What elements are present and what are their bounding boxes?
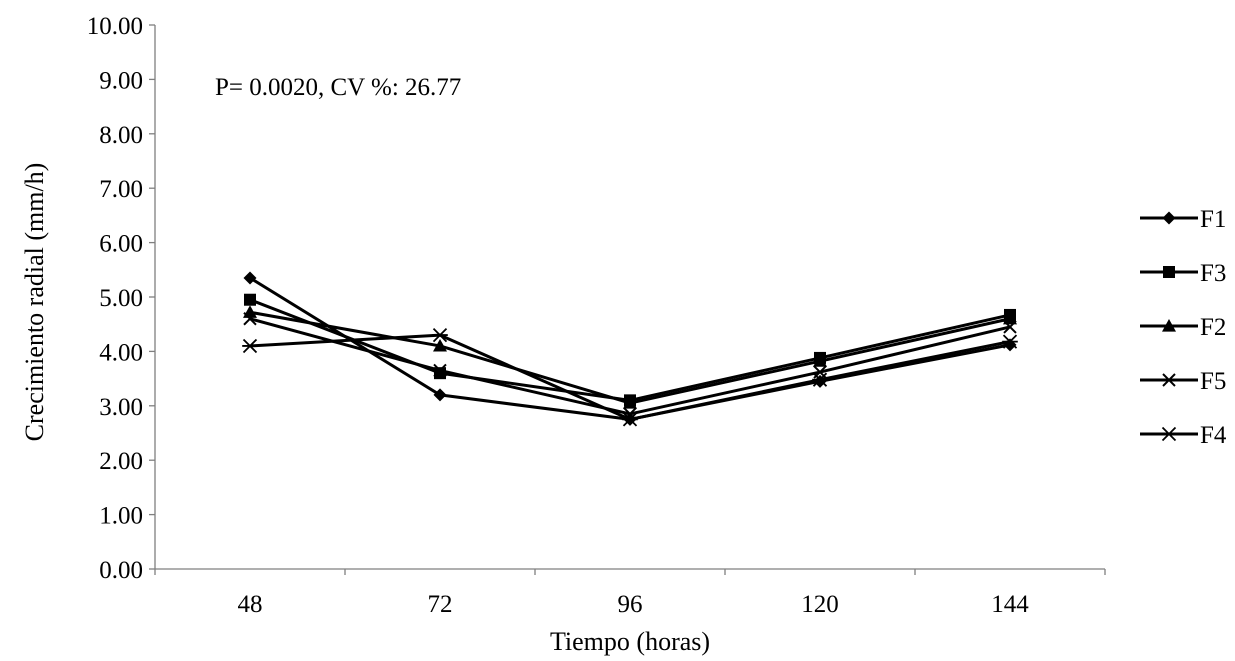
y-ticks: 0.00 1.00 2.00 3.00 4.00 5.00 6.00 7.00 8.00 9.00… <box>87 13 155 584</box>
data-point-asterisk <box>1002 334 1018 349</box>
data-point-asterisk <box>432 327 448 343</box>
x-tick-label: 96 <box>618 591 643 618</box>
data-point-asterisk <box>242 338 258 354</box>
data-point-asterisk <box>812 372 828 387</box>
x-axis-title: Tiempo (horas) <box>550 627 710 656</box>
data-point-triangle <box>813 354 827 367</box>
series-line <box>249 310 1011 405</box>
legend-marker-square <box>1163 266 1175 278</box>
y-tick-label: 2.00 <box>99 448 143 475</box>
legend-marker-triangle <box>1162 319 1176 332</box>
x-ticks: 48 72 96 120 144 <box>154 569 1106 618</box>
x-tick-label: 120 <box>801 591 839 618</box>
y-tick-label: 4.00 <box>99 339 143 366</box>
legend: F1 F3 F2 F5 F4 <box>1140 206 1227 449</box>
series-layer <box>242 271 1018 427</box>
legend-marker-x <box>1162 373 1176 387</box>
y-axis-title: Crecimiento radial (mm/h) <box>20 163 49 442</box>
legend-item-f3: F3 <box>1140 260 1226 287</box>
data-point-x <box>1003 320 1017 334</box>
legend-marker-asterisk <box>1161 426 1177 442</box>
data-point-square <box>244 293 256 306</box>
y-tick-label: 3.00 <box>99 394 143 421</box>
legend-label: F5 <box>1200 368 1226 395</box>
y-tick-label: 1.00 <box>99 503 143 530</box>
series-f2 <box>243 305 1017 409</box>
y-tick-label: 7.00 <box>99 176 143 203</box>
legend-label: F3 <box>1200 260 1226 287</box>
data-point-asterisk <box>622 412 638 427</box>
legend-item-f5: F5 <box>1140 368 1226 395</box>
series-f4 <box>242 327 1018 427</box>
legend-label: F2 <box>1200 314 1226 341</box>
axes <box>154 25 1105 570</box>
y-tick-label: 0.00 <box>99 557 143 584</box>
data-point-triangle <box>623 396 637 409</box>
legend-label: F4 <box>1200 422 1227 449</box>
data-point-diamond <box>433 388 447 402</box>
y-tick-label: 6.00 <box>99 231 143 258</box>
legend-item-f4: F4 <box>1140 422 1227 449</box>
y-tick-label: 9.00 <box>99 67 143 94</box>
y-tick-label: 8.00 <box>99 122 143 149</box>
data-point-triangle <box>433 338 447 352</box>
legend-item-f1: F1 <box>1140 206 1226 233</box>
legend-label: F1 <box>1200 206 1226 233</box>
data-point-diamond <box>1003 338 1017 352</box>
annotation-text: P= 0.0020, CV %: 26.77 <box>215 74 461 101</box>
x-tick-label: 144 <box>991 591 1029 618</box>
data-point-triangle <box>1003 311 1017 325</box>
y-tick-label: 10.00 <box>87 13 143 40</box>
legend-item-f2: F2 <box>1140 314 1226 341</box>
x-tick-label: 48 <box>238 591 263 618</box>
x-tick-label: 72 <box>428 591 453 618</box>
legend-marker-diamond <box>1162 211 1176 225</box>
data-point-triangle <box>243 305 257 318</box>
data-point-x <box>433 363 447 378</box>
data-point-diamond <box>243 271 257 285</box>
y-tick-label: 5.00 <box>99 285 143 312</box>
data-point-x <box>243 312 257 326</box>
